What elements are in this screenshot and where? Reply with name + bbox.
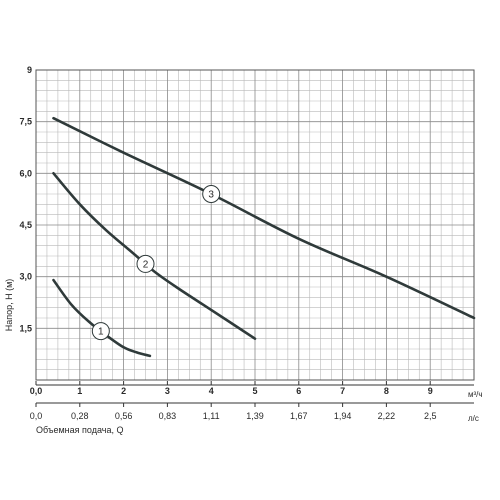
curve-label-circle — [202, 185, 221, 203]
x-tick-label-top: 9 — [428, 386, 433, 396]
y-tick-labels: 1,5 3,0 4,5 6,0 7,5 9 — [19, 65, 32, 333]
plot-frame — [35, 69, 475, 381]
x-tick-label-bottom: 1,39 — [246, 411, 264, 421]
x-tick-label-top: 4 — [209, 386, 214, 396]
curve-label-circle — [91, 322, 110, 341]
y-tick-label: 7,5 — [19, 117, 32, 127]
curve-label-3: 3 — [208, 190, 214, 201]
x-unit-top: м³/ч — [468, 390, 483, 399]
x-tick-label-top: 1 — [77, 386, 82, 396]
curve-labels: 1 2 3 — [91, 185, 221, 341]
y-axis-title: Напор, H (м) — [4, 279, 14, 332]
x-axis-title: Объемная подача, Q — [36, 425, 123, 435]
x-axis-flow-m3h: 0,0 1 2 3 4 5 6 7 8 9 — [30, 381, 474, 396]
x-tick-label-bottom: 0,83 — [159, 411, 177, 421]
y-tick-label: 1,5 — [19, 323, 32, 333]
curve-label-1: 1 — [98, 327, 104, 338]
x-tick-label-top: 7 — [340, 386, 345, 396]
y-tick-label: 4,5 — [19, 220, 32, 230]
x-tick-label-top: 0,0 — [30, 386, 43, 396]
curve-label-circle — [136, 254, 155, 273]
x-tick-label-bottom: 1,94 — [334, 411, 352, 421]
x-tick-label-bottom: 0,0 — [30, 411, 43, 421]
x-tick-label-bottom: 0,28 — [71, 411, 89, 421]
curve-2 — [52, 172, 257, 340]
curve-label-2: 2 — [143, 259, 149, 270]
y-tick-label: 6,0 — [19, 168, 32, 178]
x-tick-label-top: 3 — [165, 386, 170, 396]
x-tick-label-bottom: 1,67 — [290, 411, 308, 421]
x-tick-label-bottom: 0,56 — [115, 411, 133, 421]
x-tick-label-bottom: 2,22 — [378, 411, 396, 421]
x-tick-label-top: 6 — [296, 386, 301, 396]
x-axis-flow-ls: 0,0 0,28 0,56 0,83 1,11 1,39 1,67 1,94 2,22 2,5 — [30, 402, 474, 421]
x-unit-bottom: л/с — [468, 414, 479, 423]
y-tick-label: 3,0 — [19, 272, 32, 282]
x-tick-label-bottom: 2,5 — [424, 411, 437, 421]
curve-3 — [52, 116, 476, 320]
y-tick-label: 9 — [27, 65, 32, 75]
x-tick-label-bottom: 1,11 — [203, 411, 220, 421]
x-tick-label-top: 5 — [252, 386, 257, 396]
x-tick-label-top: 8 — [384, 386, 389, 396]
curves — [52, 116, 476, 358]
x-tick-label-top: 2 — [121, 386, 126, 396]
